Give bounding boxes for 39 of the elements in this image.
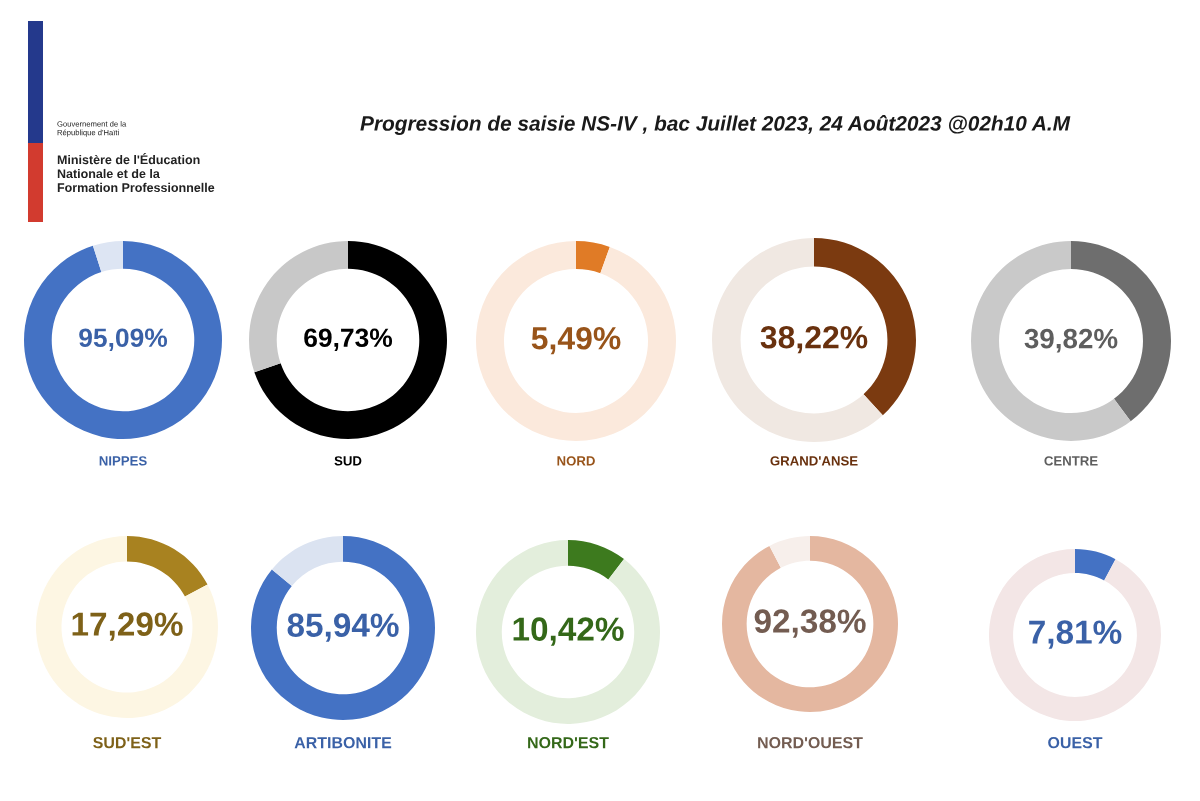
text: GRAND'ANSE (770, 456, 858, 466)
text: OUEST (1048, 736, 1103, 749)
donut-slice (712, 238, 883, 442)
donut-slice (476, 241, 676, 441)
text: Ministère de l'Éducation Nationale et de la Formation Professionnelle (57, 152, 215, 193)
donut-slice (36, 536, 218, 718)
text: 92,38% (754, 609, 866, 638)
donut-slice (722, 536, 898, 712)
donut-slice (971, 241, 1131, 441)
text: NORD'EST (528, 736, 609, 749)
text: 95,09% (79, 328, 168, 351)
text: 39,82% (1024, 328, 1118, 353)
donut-slice (254, 241, 447, 439)
donut-slice (92, 241, 123, 273)
text: 85,94% (287, 613, 399, 642)
donut-slice (769, 536, 810, 568)
text: NORD'OUEST (758, 736, 863, 749)
text: Progression de saisie NS-IV , bac Juillet 2023, 24 Août2023 @02h10 A.M (360, 115, 1071, 135)
text: NORD (557, 456, 595, 466)
text: CENTRE (1044, 456, 1098, 466)
text: NIPPES (99, 456, 147, 466)
text: ARTIBONITE (294, 736, 392, 749)
text: 17,29% (72, 612, 183, 641)
text: SUD'EST (93, 736, 162, 749)
donut-slice (127, 536, 208, 597)
text: 10,42% (513, 617, 624, 646)
text: 5,49% (531, 326, 621, 355)
donut-slice (1075, 549, 1116, 581)
text: 69,73% (304, 328, 393, 351)
text: 7,81% (1029, 620, 1122, 649)
donut-slice (24, 241, 222, 439)
donut-slice (476, 540, 660, 724)
donut-slice (576, 241, 610, 274)
text: SUD (334, 456, 362, 466)
donut-slice (251, 536, 435, 720)
donut-slice (271, 536, 343, 586)
donut-slice (568, 540, 625, 580)
donut-slice (989, 549, 1161, 721)
text: 38,22% (760, 325, 868, 354)
